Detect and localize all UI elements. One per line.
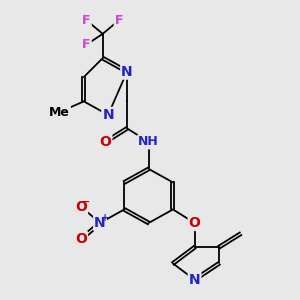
Text: F: F — [115, 14, 123, 27]
Text: O: O — [100, 135, 111, 149]
Text: N: N — [121, 64, 133, 79]
Text: N: N — [189, 273, 200, 287]
Text: NH: NH — [138, 135, 159, 148]
Text: F: F — [82, 38, 91, 51]
Text: O: O — [189, 216, 200, 230]
Text: Me: Me — [49, 106, 70, 119]
Text: N: N — [94, 216, 106, 230]
Text: O: O — [75, 232, 87, 246]
Text: +: + — [101, 213, 109, 223]
Text: N: N — [102, 108, 114, 122]
Text: −: − — [81, 197, 91, 207]
Text: O: O — [75, 200, 87, 214]
Text: F: F — [82, 14, 91, 27]
